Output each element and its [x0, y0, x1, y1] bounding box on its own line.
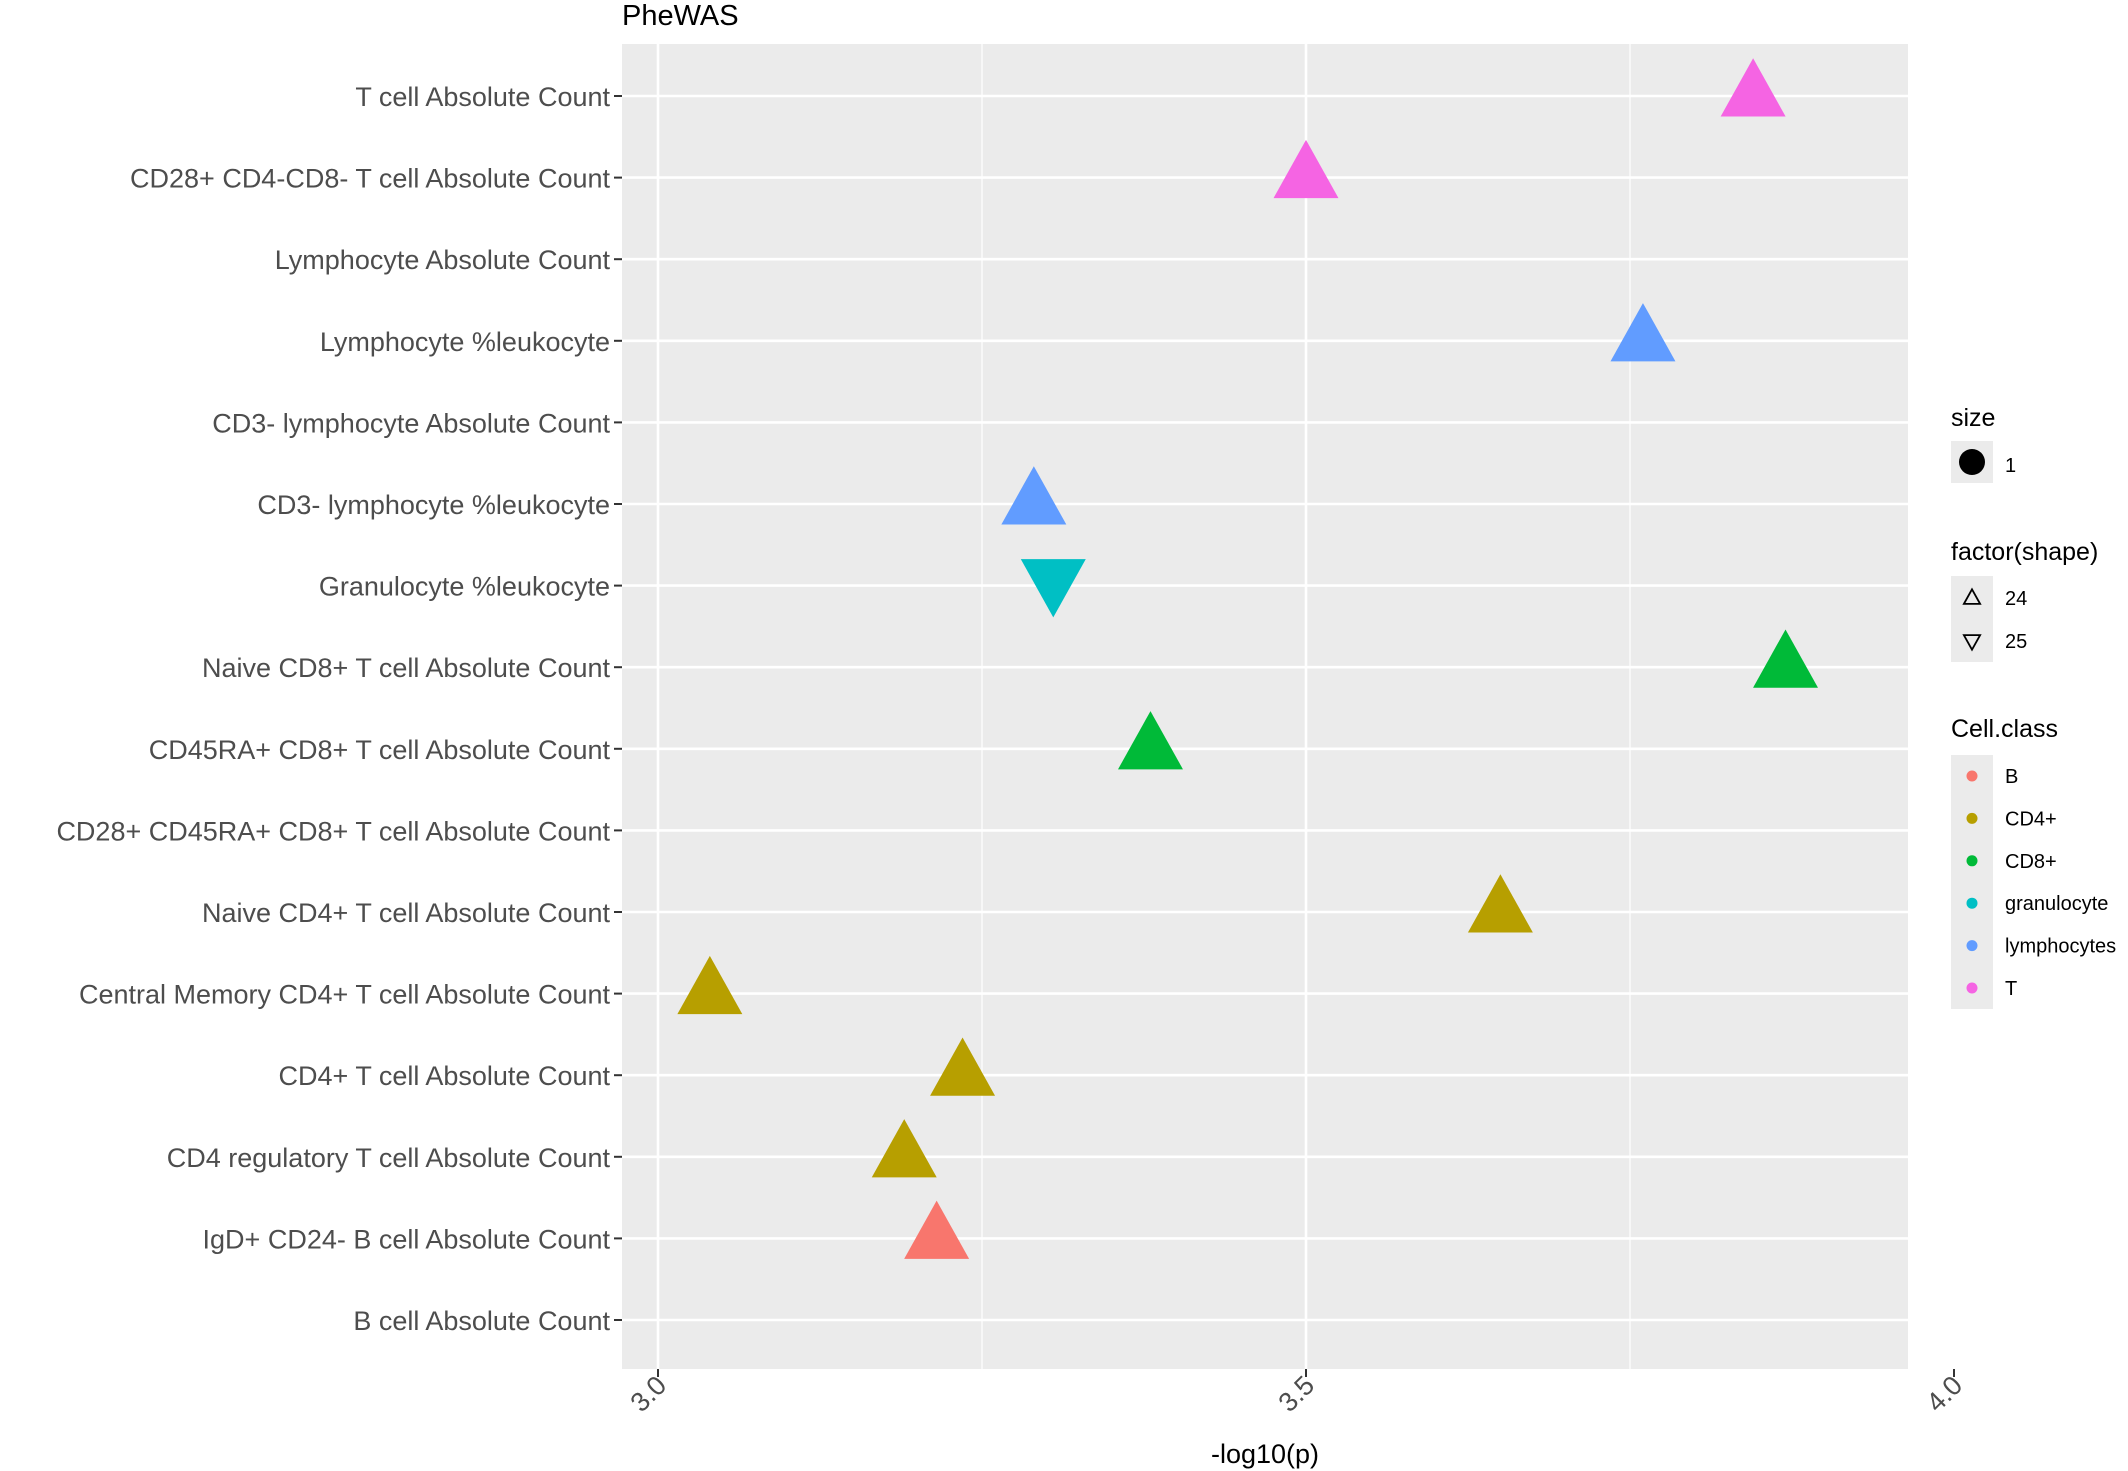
point-t-cell-absolute-count	[1720, 58, 1786, 117]
y-tick-label: CD3- lymphocyte Absolute Count	[212, 408, 610, 438]
y-tick-label: T cell Absolute Count	[355, 82, 610, 112]
legend-shape-label: 24	[2005, 588, 2027, 610]
y-tick-label: Central Memory CD4+ T cell Absolute Coun…	[79, 980, 610, 1010]
y-tick-label: CD3- lymphocyte %leukocyte	[257, 490, 610, 520]
legend-class-label: CD8+	[2005, 851, 2057, 873]
legend-class-label: T	[2005, 978, 2017, 1000]
y-tick-label: CD4 regulatory T cell Absolute Count	[167, 1143, 611, 1173]
legend-class-label: CD4+	[2005, 808, 2057, 830]
y-tick-label: Naive CD4+ T cell Absolute Count	[202, 898, 610, 928]
point-naive-cd4-t-cell-absolute-count	[1467, 874, 1533, 933]
legend-shape-title: factor(shape)	[1951, 538, 2098, 566]
legend-class-granulocyte-symbol	[1966, 897, 1978, 909]
legend-class-lymphocytes-symbol	[1966, 940, 1978, 952]
point-cd28-cd4-cd8-t-cell-absolute-count	[1273, 139, 1339, 199]
legend-shape-24-symbol	[1962, 587, 1982, 605]
point-cd4-regulatory-t-cell-absolute-count	[871, 1119, 937, 1178]
grid-lines	[622, 44, 1956, 1369]
x-tick-label: 4.0	[1920, 1370, 1968, 1418]
legend-class-b-symbol	[1966, 770, 1978, 782]
point-cd4-t-cell-absolute-count	[930, 1037, 996, 1096]
y-tick-label: Granulocyte %leukocyte	[319, 572, 610, 602]
legend-class-cd8-symbol	[1966, 855, 1978, 867]
point-central-memory-cd4-t-cell-absolute-count	[677, 955, 743, 1015]
legend-class-label: B	[2005, 766, 2018, 788]
data-points	[677, 58, 1818, 1259]
legend-class-t-symbol	[1966, 982, 1978, 994]
y-tick-label: B cell Absolute Count	[353, 1306, 610, 1336]
x-tick-label: 3.0	[624, 1370, 672, 1418]
point-igd-cd24-b-cell-absolute-count	[904, 1200, 970, 1259]
legend-class-label: granulocyte	[2005, 893, 2108, 915]
y-tick-label: CD45RA+ CD8+ T cell Absolute Count	[149, 735, 611, 765]
legend-class-cd4-symbol	[1966, 812, 1978, 824]
x-tick-label: 3.5	[1272, 1370, 1320, 1418]
plot-panel	[622, 44, 1908, 1369]
point-cd45ra-cd8-t-cell-absolute-count	[1118, 711, 1183, 770]
legend-shape-label: 25	[2005, 631, 2027, 653]
legend-shape-25-symbol	[1962, 634, 1982, 652]
legend-size-title: size	[1951, 404, 1995, 432]
legend-class-key	[1951, 755, 1993, 1009]
y-axis: T cell Absolute Count CD28+ CD4-CD8- T ce…	[56, 82, 622, 1336]
y-tick-label: CD4+ T cell Absolute Count	[279, 1061, 611, 1091]
legend-size-label: 1	[2005, 455, 2016, 477]
legend-class-label: lymphocytes	[2005, 936, 2116, 958]
y-tick-label: IgD+ CD24- B cell Absolute Count	[203, 1224, 611, 1254]
y-tick-label: Lymphocyte %leukocyte	[320, 327, 610, 357]
legend: size 1 factor(shape) 24 25 Cell.class B CD4+ CD8…	[1951, 404, 2116, 1009]
point-lymphocyte-leukocyte	[1610, 303, 1676, 362]
point-granulocyte-leukocyte	[1020, 559, 1086, 618]
legend-class-title: Cell.class	[1951, 715, 2058, 743]
y-tick-label: CD28+ CD4-CD8- T cell Absolute Count	[130, 164, 610, 194]
y-tick-label: Naive CD8+ T cell Absolute Count	[202, 653, 610, 683]
chart-title: PheWAS	[622, 0, 739, 32]
y-tick-label: Lymphocyte Absolute Count	[275, 245, 611, 275]
x-axis-title: -log10(p)	[1211, 1439, 1319, 1469]
x-axis: 3.03.54.04.5	[624, 1369, 1968, 1418]
y-tick-label: CD28+ CD45RA+ CD8+ T cell Absolute Count	[56, 816, 610, 846]
legend-size-symbol	[1959, 449, 1985, 475]
point-naive-cd8-t-cell-absolute-count	[1753, 629, 1818, 688]
point-cd3-lymphocyte-leukocyte	[1001, 466, 1067, 525]
